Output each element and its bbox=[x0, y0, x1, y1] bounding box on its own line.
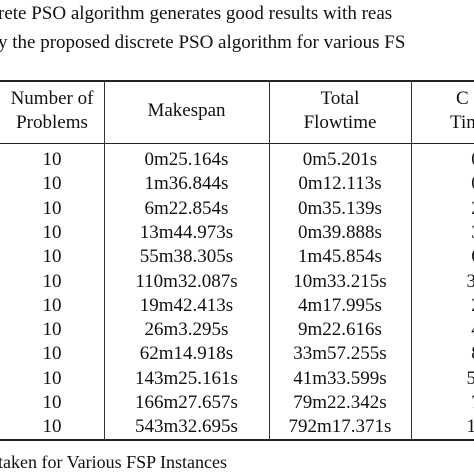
body-text-line-1: rete PSO algorithm generates good result… bbox=[0, 3, 393, 24]
cell-number: 10 bbox=[42, 197, 62, 219]
cell-number: 10 bbox=[42, 343, 62, 365]
cell-makespan: 166m27.657s bbox=[135, 392, 238, 413]
header-flowtime-line1: Total bbox=[320, 88, 360, 109]
cell-flowtime: 0m5.201s bbox=[302, 149, 378, 170]
cell-flowtime: 41m33.599s bbox=[293, 367, 387, 389]
cell-flowtime: 0m12.113s bbox=[298, 173, 382, 195]
cell-number: 10 bbox=[42, 416, 62, 438]
cell-makespan: 6m22.854s bbox=[144, 197, 229, 219]
table-row: 10 13m44.973s 0m39.888s 3 bbox=[0, 221, 474, 246]
cell-cpu-time: 32 bbox=[466, 270, 474, 292]
cell-makespan: 19m42.413s bbox=[139, 294, 234, 316]
header-number-line2: Problems bbox=[16, 112, 88, 133]
cell-number: 10 bbox=[42, 367, 62, 389]
column-divider bbox=[269, 80, 270, 440]
cell-number: 10 bbox=[42, 319, 62, 341]
table-caption: taken for Various FSP Instances bbox=[0, 452, 227, 472]
table-row: 10 166m27.657s 79m22.342s 7 bbox=[0, 391, 474, 416]
cell-number: 10 bbox=[42, 270, 62, 292]
column-divider bbox=[411, 80, 412, 440]
cell-cpu-time: 2 bbox=[411, 197, 474, 221]
cell-cpu-time: 4 bbox=[411, 318, 474, 342]
table-row: 10 543m32.695s 792m17.371s 14 bbox=[0, 415, 474, 440]
cell-number: 10 bbox=[42, 246, 62, 268]
cell-cpu-time: 0 bbox=[411, 172, 474, 196]
body-text-line-2: y the proposed discrete PSO algorithm fo… bbox=[0, 32, 406, 53]
cell-number: 10 bbox=[42, 221, 62, 243]
cell-cpu-time: 56 bbox=[466, 367, 474, 389]
header-flowtime-line2: Flowtime bbox=[303, 112, 377, 133]
table-row: 10 55m38.305s 1m45.854s 6 bbox=[0, 245, 474, 270]
cell-makespan: 62m14.918s bbox=[139, 343, 234, 365]
header-total-flowtime: Total Flowtime bbox=[269, 87, 411, 135]
cell-cpu-time: 14 bbox=[466, 416, 474, 438]
cell-makespan: 1m36.844s bbox=[144, 173, 229, 195]
cell-makespan: 55m38.305s bbox=[139, 246, 234, 268]
table-row: 10 143m25.161s 41m33.599s 56 bbox=[0, 367, 474, 392]
cell-makespan: 143m25.161s bbox=[135, 367, 238, 389]
header-number-of-problems: Number of Problems bbox=[0, 87, 104, 135]
cell-flowtime: 1m45.854s bbox=[298, 246, 382, 268]
table-row: 10 19m42.413s 4m17.995s 2 bbox=[0, 294, 474, 319]
table-top-rule bbox=[0, 80, 474, 82]
header-makespan: Makespan bbox=[147, 100, 226, 121]
table-row: 10 26m3.295s 9m22.616s 4 bbox=[0, 318, 474, 343]
table-header-rule bbox=[0, 143, 474, 144]
cell-cpu-time: 6 bbox=[411, 245, 474, 269]
cell-flowtime: 4m17.995s bbox=[298, 294, 382, 316]
cell-makespan: 543m32.695s bbox=[135, 416, 238, 438]
cell-flowtime: 79m22.342s bbox=[293, 392, 387, 413]
cell-makespan: 0m25.164s bbox=[144, 149, 229, 170]
cell-number: 10 bbox=[42, 294, 62, 316]
table-row: 10 62m14.918s 33m57.255s 8 bbox=[0, 342, 474, 367]
cell-flowtime: 33m57.255s bbox=[293, 343, 387, 365]
cell-flowtime: 10m33.215s bbox=[293, 270, 387, 292]
header-cpu-time: C Tin bbox=[434, 87, 474, 135]
cell-cpu-time: 0 bbox=[411, 148, 474, 172]
cell-cpu-time: 2 bbox=[411, 294, 474, 318]
column-divider bbox=[104, 80, 105, 440]
cell-cpu-time: 8 bbox=[411, 342, 474, 366]
header-cpu-line2: Tin bbox=[450, 112, 474, 133]
header-number-line1: Number of bbox=[10, 88, 94, 109]
table-bottom-rule bbox=[0, 439, 474, 441]
cell-flowtime: 9m22.616s bbox=[298, 319, 382, 341]
table-row: 10 6m22.854s 0m35.139s 2 bbox=[0, 197, 474, 222]
cell-flowtime: 0m35.139s bbox=[298, 197, 382, 219]
cell-makespan: 110m32.087s bbox=[135, 270, 238, 292]
cell-cpu-time: 3 bbox=[411, 221, 474, 245]
cell-flowtime: 0m39.888s bbox=[298, 221, 382, 243]
cell-number: 10 bbox=[42, 392, 62, 413]
table-row: 10 110m32.087s 10m33.215s 32 bbox=[0, 270, 474, 295]
table-row: 10 1m36.844s 0m12.113s 0 bbox=[0, 172, 474, 197]
table-row: 10 0m25.164s 0m5.201s 0 bbox=[0, 148, 474, 173]
cell-cpu-time: 7 bbox=[411, 391, 474, 415]
cell-number: 10 bbox=[42, 149, 62, 170]
cell-makespan: 13m44.973s bbox=[139, 221, 234, 243]
header-cpu-line1: C bbox=[456, 88, 469, 109]
cell-flowtime: 792m17.371s bbox=[288, 416, 392, 438]
cell-number: 10 bbox=[42, 173, 62, 195]
cell-makespan: 26m3.295s bbox=[144, 319, 229, 341]
